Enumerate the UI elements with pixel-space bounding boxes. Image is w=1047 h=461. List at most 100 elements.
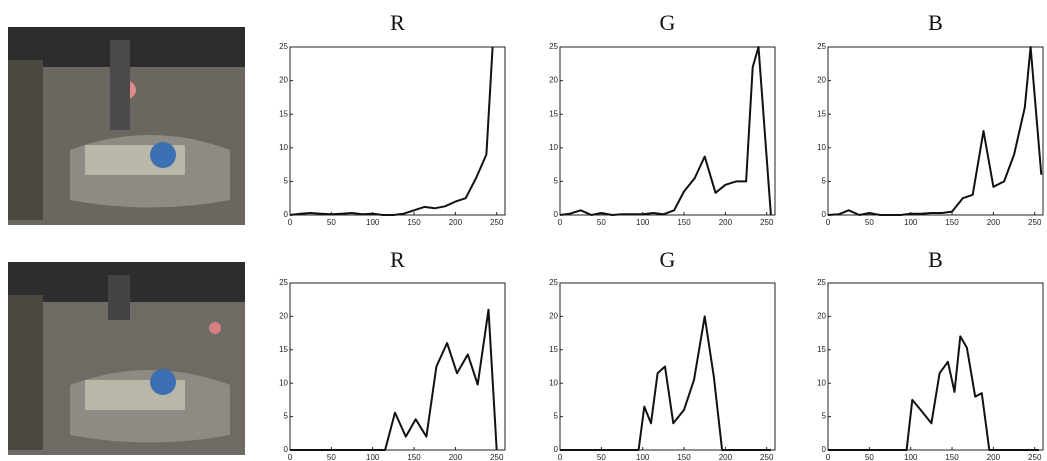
y-tick-label: 10 — [279, 378, 288, 387]
x-tick-label: 50 — [327, 453, 336, 461]
x-tick-label: 150 — [677, 218, 691, 227]
x-tick-label: 50 — [597, 453, 606, 461]
x-tick-label: 0 — [288, 453, 293, 461]
x-tick-label: 250 — [1028, 218, 1042, 227]
x-tick-label: 50 — [327, 218, 336, 227]
chart-title: G — [660, 247, 676, 272]
y-tick-label: 10 — [817, 143, 826, 152]
x-tick-label: 50 — [865, 453, 874, 461]
y-tick-label: 20 — [549, 76, 558, 85]
plot-frame — [559, 46, 776, 216]
y-tick-label: 5 — [554, 412, 559, 421]
histogram-line — [290, 308, 498, 451]
x-tick-label: 200 — [987, 453, 1001, 461]
chart-title: R — [390, 247, 405, 272]
y-tick-label: 0 — [554, 445, 559, 454]
histogram-line — [560, 315, 771, 451]
y-tick-label: 20 — [279, 76, 288, 85]
y-tick-label: 5 — [284, 412, 289, 421]
y-tick-label: 20 — [817, 312, 826, 321]
x-tick-label: 200 — [719, 218, 733, 227]
x-tick-label: 200 — [449, 218, 463, 227]
x-tick-label: 250 — [760, 453, 774, 461]
x-tick-label: 200 — [987, 218, 1001, 227]
plot-frame — [827, 282, 1044, 451]
y-tick-label: 10 — [279, 143, 288, 152]
y-tick-label: 0 — [822, 445, 827, 454]
y-tick-label: 10 — [817, 378, 826, 387]
photo-bottom — [8, 262, 245, 455]
x-tick-label: 0 — [826, 218, 831, 227]
y-tick-label: 25 — [279, 278, 288, 287]
x-tick-label: 50 — [597, 218, 606, 227]
y-tick-label: 0 — [284, 445, 289, 454]
plot-frame — [827, 46, 1044, 216]
plot-frame — [289, 282, 506, 451]
y-tick-label: 15 — [279, 109, 288, 118]
x-tick-label: 100 — [636, 453, 650, 461]
x-tick-label: 150 — [407, 453, 421, 461]
y-tick-label: 20 — [549, 312, 558, 321]
photo-top — [8, 27, 245, 225]
y-tick-label: 0 — [554, 210, 559, 219]
chart-title: B — [928, 247, 943, 272]
y-tick-label: 20 — [279, 312, 288, 321]
y-tick-label: 5 — [284, 177, 289, 186]
plot-frame — [289, 46, 506, 216]
x-tick-label: 100 — [904, 218, 918, 227]
y-tick-label: 15 — [549, 109, 558, 118]
y-tick-label: 25 — [549, 42, 558, 51]
x-tick-label: 0 — [826, 453, 831, 461]
y-tick-label: 5 — [822, 177, 827, 186]
y-tick-label: 15 — [817, 109, 826, 118]
chart-title: R — [390, 10, 405, 35]
x-tick-label: 100 — [366, 218, 380, 227]
plot-frame — [559, 282, 776, 451]
y-tick-label: 0 — [822, 210, 827, 219]
x-tick-label: 150 — [945, 218, 959, 227]
histogram-line — [289, 46, 494, 216]
x-tick-label: 200 — [719, 453, 733, 461]
y-tick-label: 25 — [817, 42, 826, 51]
x-tick-label: 150 — [945, 453, 959, 461]
y-tick-label: 10 — [549, 143, 558, 152]
x-tick-label: 150 — [407, 218, 421, 227]
histogram-line — [827, 46, 1043, 216]
y-tick-label: 5 — [822, 412, 827, 421]
x-tick-label: 0 — [558, 218, 563, 227]
chart-title: G — [660, 10, 676, 35]
histogram-line — [828, 335, 1039, 451]
x-tick-label: 200 — [449, 453, 463, 461]
chart-title: B — [928, 10, 943, 35]
x-tick-label: 100 — [636, 218, 650, 227]
y-tick-label: 5 — [554, 177, 559, 186]
y-tick-label: 15 — [549, 345, 558, 354]
y-tick-label: 10 — [549, 378, 558, 387]
x-tick-label: 250 — [760, 218, 774, 227]
y-tick-label: 0 — [284, 210, 289, 219]
x-tick-label: 0 — [558, 453, 563, 461]
y-tick-label: 25 — [279, 42, 288, 51]
x-tick-label: 100 — [366, 453, 380, 461]
x-tick-label: 250 — [1028, 453, 1042, 461]
x-tick-label: 150 — [677, 453, 691, 461]
y-tick-label: 20 — [817, 76, 826, 85]
y-tick-label: 15 — [817, 345, 826, 354]
x-tick-label: 50 — [865, 218, 874, 227]
y-tick-label: 25 — [817, 278, 826, 287]
x-tick-label: 250 — [490, 453, 504, 461]
y-tick-label: 15 — [279, 345, 288, 354]
x-tick-label: 100 — [904, 453, 918, 461]
histogram-line — [559, 46, 772, 216]
y-tick-label: 25 — [549, 278, 558, 287]
x-tick-label: 250 — [490, 218, 504, 227]
x-tick-label: 0 — [288, 218, 293, 227]
